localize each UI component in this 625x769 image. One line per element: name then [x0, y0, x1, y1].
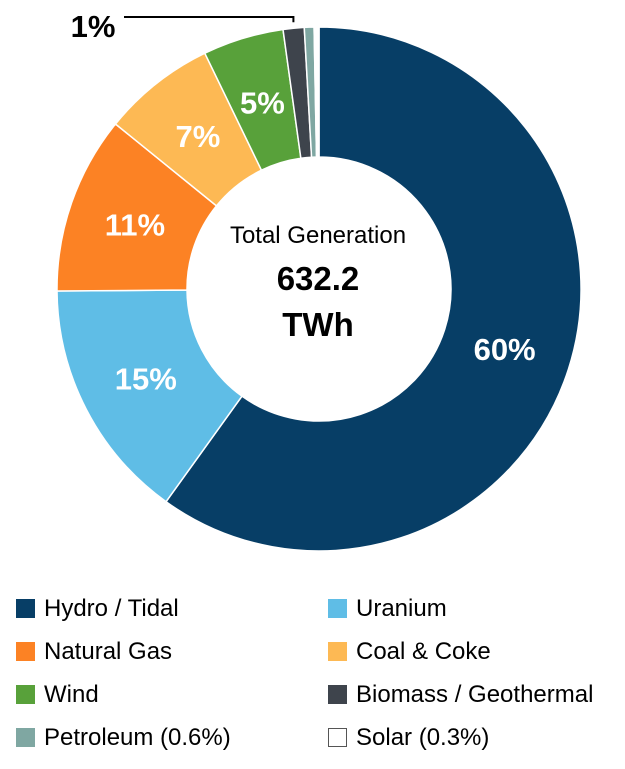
legend: Hydro / Tidal Uranium Natural Gas Coal & Co…: [16, 587, 621, 759]
legend-label: Solar (0.3%): [356, 723, 490, 751]
legend-item-uranium: Uranium: [328, 587, 621, 630]
donut-slices: [56, 26, 582, 552]
center-value-unit: TWh: [282, 306, 353, 343]
legend-item-hydro-tidal: Hydro / Tidal: [16, 587, 328, 630]
center-caption: Total Generation: [230, 222, 406, 249]
slice-uranium: [56, 289, 243, 503]
legend-swatch: [328, 599, 347, 618]
legend-swatch: [16, 599, 35, 618]
legend-swatch: [328, 642, 347, 661]
legend-swatch: [328, 728, 347, 747]
callout-line-biomass: [124, 16, 295, 23]
legend-label: Biomass / Geothermal: [356, 680, 594, 708]
legend-label: Coal & Coke: [356, 637, 491, 665]
center-value-number: 632.2: [277, 260, 360, 297]
slice-label-coal-coke: 7%: [175, 119, 220, 154]
legend-label: Wind: [44, 680, 99, 708]
slice-label-uranium: 15%: [115, 362, 177, 397]
legend-item-petroleum-0-6: Petroleum (0.6%): [16, 716, 328, 759]
slice-hydro-tidal: [165, 26, 582, 552]
legend-item-biomass-geothermal: Biomass / Geothermal: [328, 673, 621, 716]
slice-labels: 60% 15% 11% 7% 5% 1%: [71, 9, 536, 397]
legend-swatch: [328, 685, 347, 704]
legend-item-coal-coke: Coal & Coke: [328, 630, 621, 673]
legend-label: Natural Gas: [44, 637, 173, 665]
legend-item-solar-0-3: Solar (0.3%): [328, 716, 621, 759]
legend-item-wind: Wind: [16, 673, 328, 716]
slice-label-biomass-geothermal: 1%: [71, 9, 116, 44]
legend-label: Hydro / Tidal: [44, 594, 179, 622]
legend-item-natural-gas: Natural Gas: [16, 630, 328, 673]
legend-label: Uranium: [356, 594, 447, 622]
legend-swatch: [16, 642, 35, 661]
slice-label-natural-gas: 11%: [105, 208, 165, 243]
slice-solar-0-3: [313, 26, 320, 158]
slice-label-hydro-tidal: 60%: [474, 332, 536, 367]
legend-swatch: [16, 728, 35, 747]
legend-label: Petroleum (0.6%): [44, 723, 231, 751]
legend-swatch: [16, 685, 35, 704]
slice-label-wind: 5%: [240, 85, 285, 120]
donut-chart: 60% 15% 11% 7% 5% 1% Total Generation 632.2 T…: [56, 9, 582, 552]
